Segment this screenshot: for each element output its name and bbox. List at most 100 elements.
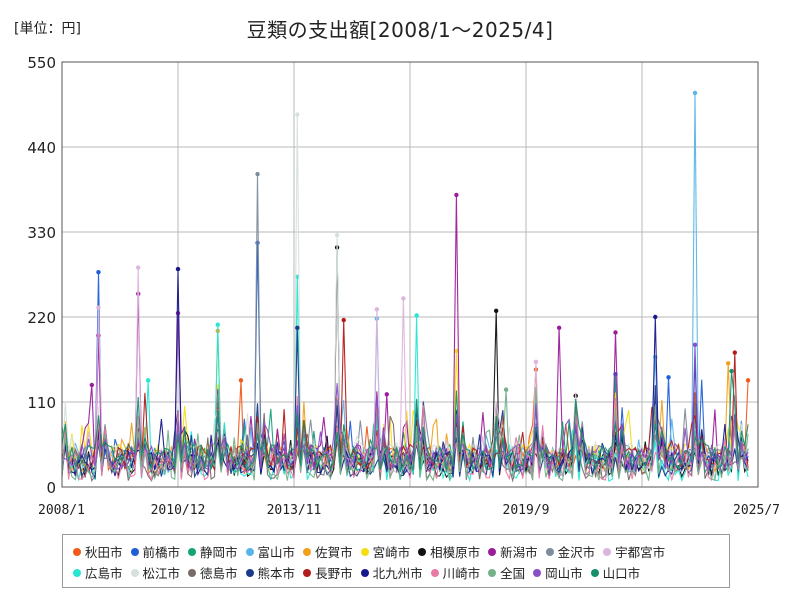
spike-point	[255, 171, 260, 177]
legend-swatch	[303, 547, 312, 556]
legend-label: 前橋市	[142, 545, 181, 560]
spike-point	[745, 378, 751, 383]
legend-label: 長野市	[315, 566, 353, 581]
legend-swatch	[245, 568, 254, 577]
legend: 秋田市 前橋市 静岡市 富山市 佐賀市 宮崎市 相模原市 新潟市 金沢市 宇都宮市広島市 松江市 徳島…	[62, 534, 730, 588]
y-tick-label: 550	[27, 54, 56, 72]
legend-label: 全国	[500, 566, 526, 581]
spike-point	[414, 313, 419, 318]
spike-point	[215, 322, 220, 327]
spike-point	[374, 307, 380, 312]
spike-point	[136, 265, 141, 270]
y-tick-label: 440	[27, 139, 56, 157]
series-line-11	[61, 114, 749, 471]
legend-swatch	[603, 547, 612, 556]
legend-item: 宮崎市	[360, 541, 411, 562]
legend-swatch	[73, 568, 81, 577]
x-tick-labels: 2008/1 2010/12 2013/11 2016/10 2019/9 2022/8 2…	[38, 503, 780, 518]
legend-swatch	[360, 568, 369, 577]
spike-point	[454, 192, 459, 198]
series-line-3	[61, 92, 749, 474]
legend-item: 広島市	[73, 562, 123, 583]
spike-point	[295, 325, 300, 331]
legend-label: 秋田市	[85, 545, 123, 560]
x-tick-label: 2019/9	[503, 503, 550, 518]
legend-item: 佐賀市	[303, 541, 353, 562]
legend-item: 徳島市	[188, 562, 238, 583]
y-tick-label: 110	[27, 394, 56, 412]
legend-item: 静岡市	[188, 541, 238, 562]
legend-swatch	[488, 547, 497, 556]
spike-point	[384, 392, 389, 397]
legend-item: 山口市	[590, 562, 641, 583]
spike-point	[729, 368, 734, 374]
legend-item: 松江市	[130, 562, 181, 583]
legend-swatch	[590, 568, 599, 577]
spike-point	[96, 305, 101, 310]
spike-point	[401, 296, 406, 301]
legend-item: 金沢市	[545, 541, 596, 562]
legend-item: 岡山市	[533, 562, 583, 583]
plot-border	[61, 61, 759, 488]
series-lines	[61, 90, 751, 483]
legend-item: 前橋市	[130, 541, 181, 562]
legend-item: 秋田市	[73, 541, 123, 562]
legend-item: 長野市	[303, 562, 353, 583]
legend-label: 広島市	[85, 566, 123, 581]
legend-label: 新潟市	[500, 545, 538, 560]
legend-swatch	[188, 568, 197, 577]
legend-item: 相模原市	[418, 541, 480, 562]
spike-point	[503, 387, 509, 392]
legend-label: 岡山市	[545, 566, 583, 581]
legend-item: 新潟市	[488, 541, 538, 562]
legend-swatch	[188, 547, 197, 556]
legend-label: 徳島市	[200, 566, 238, 581]
x-tick-label: 2016/10	[383, 503, 438, 518]
spike-point	[533, 359, 539, 365]
y-tick-label: 0	[46, 479, 56, 497]
legend-swatch	[533, 568, 542, 577]
legend-label: 金沢市	[557, 545, 596, 560]
legend-swatch	[303, 568, 312, 577]
legend-item: 宇都宮市	[603, 541, 665, 562]
spike-point	[295, 112, 300, 117]
legend-label: 熊本市	[257, 566, 296, 581]
legend-swatch	[73, 547, 81, 556]
spike-point	[96, 269, 101, 275]
spike-point	[145, 378, 151, 383]
spike-point	[255, 240, 260, 246]
spike-point	[175, 266, 181, 272]
legend-swatch	[245, 547, 254, 556]
series-line-15	[61, 269, 749, 477]
legend-swatch	[130, 547, 139, 556]
legend-label: 宇都宮市	[615, 545, 666, 560]
legend-item: 北九州市	[360, 562, 423, 583]
legend-label: 山口市	[602, 566, 641, 581]
spike-point	[653, 314, 658, 320]
legend-label: 北九州市	[372, 566, 423, 581]
axes	[61, 61, 759, 488]
y-tick-label: 220	[27, 309, 56, 327]
legend-swatch	[545, 547, 554, 556]
legend-label: 松江市	[142, 566, 181, 581]
legend-label: 川崎市	[442, 566, 481, 581]
legend-swatch	[418, 547, 427, 556]
spike-point	[454, 348, 459, 354]
y-tick-labels: 0 110 220 330 440 550	[27, 54, 56, 497]
spike-point	[493, 308, 499, 314]
series-line-17	[61, 386, 749, 482]
spike-point	[238, 378, 244, 383]
legend-label: 宮崎市	[372, 545, 411, 560]
legend-label: 富山市	[257, 545, 296, 560]
spike-point	[89, 382, 95, 388]
spike-point	[556, 325, 562, 331]
legend-label: 静岡市	[200, 545, 238, 560]
legend-swatch	[130, 568, 139, 577]
unit-label: [単位：円]	[14, 21, 81, 37]
series-line-8	[61, 173, 749, 473]
spike-point	[692, 90, 698, 96]
legend-swatch	[360, 547, 369, 556]
spike-point	[175, 310, 181, 316]
series-line-19	[61, 371, 749, 471]
